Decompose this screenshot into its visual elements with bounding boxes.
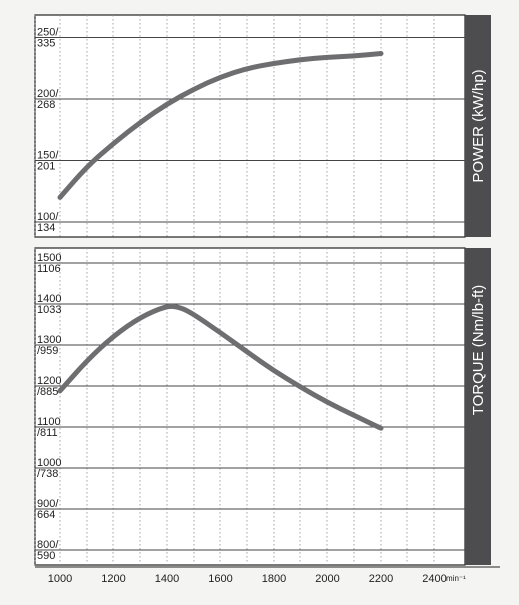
x-axis: 1000 1200 1400 1600 1800 2000 2200 2400 min⁻¹: [35, 566, 500, 585]
torque-y-tick-label: /811: [37, 427, 58, 439]
x-tick-label: 1200: [101, 573, 125, 585]
torque-y-tick-label: 664: [37, 509, 55, 521]
x-tick-label: 1000: [48, 573, 72, 585]
torque-label-bar: [465, 248, 491, 565]
x-tick-label: 1800: [262, 573, 286, 585]
torque-y-tick-label: 1100: [37, 416, 61, 428]
torque-y-tick-labels: 800/590 900/664 1000/738 1100/811 1200/885 13…: [37, 252, 61, 562]
torque-plot-area: [34, 247, 466, 566]
torque-y-tick-label: 1400: [37, 293, 61, 305]
torque-y-tick-label: 590: [37, 550, 55, 562]
torque-y-tick-label: /885: [37, 386, 58, 398]
x-tick-label: 2400: [422, 573, 446, 585]
torque-y-tick-label: 900/: [37, 498, 59, 510]
power-y-tick-label: 200/: [37, 88, 59, 100]
x-tick-label: 1400: [155, 573, 179, 585]
power-y-tick-label: 100/: [37, 211, 59, 223]
torque-chart: 800/590 900/664 1000/738 1100/811 1200/885 13…: [34, 247, 491, 566]
x-tick-label: 2200: [369, 573, 393, 585]
power-plot-area: [34, 14, 466, 238]
power-y-tick-label: 201: [37, 161, 55, 173]
power-y-tick-label: 268: [37, 99, 55, 111]
torque-y-tick-label: 1000: [37, 457, 61, 469]
torque-y-tick-label: 1500: [37, 252, 61, 264]
power-series-line: [57, 51, 384, 200]
torque-gridlines: [34, 248, 465, 565]
x-tick-labels: 1000 1200 1400 1600 1800 2000 2200 2400: [48, 573, 447, 585]
x-axis-unit: min⁻¹: [446, 574, 466, 583]
power-y-tick-labels: 100/134 150/201 200/268 250/335: [37, 27, 59, 235]
torque-y-tick-label: 1300: [37, 334, 61, 346]
torque-series: [57, 303, 384, 431]
power-y-tick-label: 150/: [37, 150, 59, 162]
torque-y-tick-label: /738: [37, 468, 58, 480]
power-chart: 100/134 150/201 200/268 250/335 POWER (kW/h…: [34, 14, 491, 238]
torque-y-tick-label: 800/: [37, 539, 59, 551]
torque-y-tick-label: 1106: [37, 263, 61, 275]
torque-series-line: [57, 303, 384, 431]
power-y-tick-label: 335: [37, 38, 55, 50]
power-y-tick-label: 250/: [37, 27, 59, 39]
power-series: [57, 51, 384, 200]
power-gridlines: [34, 15, 465, 237]
power-label-bar: [465, 15, 491, 237]
x-tick-label: 1600: [208, 573, 232, 585]
torque-y-tick-label: 1033: [37, 304, 61, 316]
torque-y-tick-label: 1200: [37, 375, 61, 387]
torque-y-tick-label: /959: [37, 345, 58, 357]
torque-y-axis-label: TORQUE (Nm/lb-ft): [470, 285, 487, 416]
x-tick-label: 2000: [315, 573, 339, 585]
power-y-axis-label: POWER (kW/hp): [470, 69, 487, 182]
power-y-tick-label: 134: [37, 222, 55, 234]
